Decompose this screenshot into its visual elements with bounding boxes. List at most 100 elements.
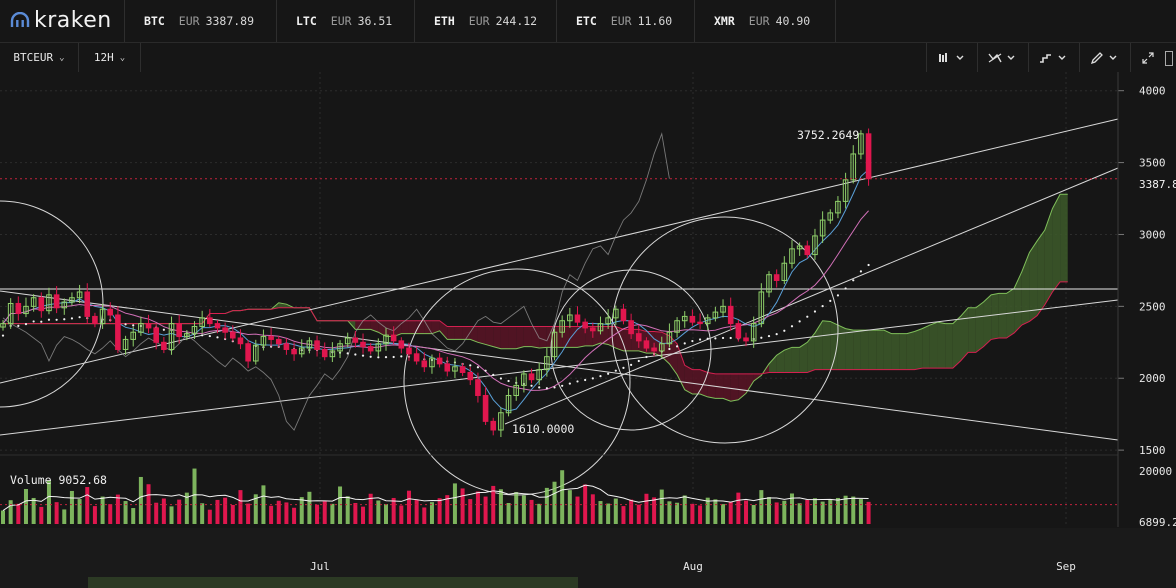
sar-dot (729, 336, 732, 340)
volume-bar (184, 492, 189, 524)
trend-line-base[interactable] (0, 299, 1119, 436)
volume-bar (843, 495, 848, 524)
candle-body (168, 323, 175, 350)
cloud-segment (401, 320, 409, 334)
sar-dot (538, 386, 541, 389)
pair-select[interactable]: BTCEUR ⌄ (0, 43, 79, 72)
sar-dot (124, 323, 127, 326)
volume-bar (422, 507, 427, 524)
kraken-logo[interactable]: kraken (10, 6, 112, 34)
ticker-price: 40.90 (775, 14, 811, 28)
sar-dot (836, 294, 840, 297)
candle-body (766, 274, 772, 293)
candle-body (84, 291, 91, 317)
ticker-currency: EUR (748, 14, 770, 28)
candle-body (597, 323, 604, 332)
cloud-segment (585, 326, 593, 346)
candle-body (383, 334, 389, 345)
ticker-etc[interactable]: ETC EUR 11.60 (556, 0, 693, 42)
drawing-layer (0, 118, 1119, 496)
chart-type-button[interactable] (1028, 43, 1079, 72)
sar-dot (32, 320, 35, 323)
trend-line-upper[interactable] (0, 118, 1119, 384)
candle-body (191, 325, 198, 335)
chevron-down-icon: ⌄ (59, 52, 65, 63)
circle-drawing[interactable] (550, 269, 712, 431)
price-tick-label: 3000 (1139, 228, 1166, 241)
range-navigator[interactable] (88, 577, 578, 588)
candle-body (444, 363, 451, 372)
volume-bar (606, 503, 611, 524)
cloud-segment (562, 326, 570, 348)
candle-body (0, 323, 6, 328)
volume-bar (429, 502, 434, 524)
ticker-currency: EUR (178, 14, 200, 28)
sar-dot (492, 373, 495, 376)
candle-body (268, 336, 274, 340)
fullscreen-button[interactable] (1130, 43, 1165, 72)
candle-body (505, 394, 512, 414)
cloud-segment (991, 293, 999, 340)
indicator-lines (1, 132, 870, 431)
candle-body (605, 317, 611, 325)
ticker-eth[interactable]: ETH EUR 244.12 (414, 0, 555, 42)
sar-dot (553, 386, 556, 389)
price-chart[interactable]: 1500 2000 2500 3000 3500 4000 3752.2649 1610.… (0, 72, 1176, 588)
sar-dot (78, 316, 81, 319)
volume-bar (721, 504, 726, 524)
candle-body (513, 384, 520, 396)
volume-bar (253, 494, 258, 524)
draw-button[interactable] (1079, 43, 1130, 72)
chart-toolbar: BTCEUR ⌄ 12H ⌄ (0, 43, 1176, 73)
volume-bar (468, 499, 473, 524)
volume-bar (192, 468, 197, 524)
candle-body (521, 373, 527, 386)
candle-body (704, 317, 711, 325)
panel-toggle-icon[interactable] (1165, 51, 1173, 66)
candle-body (712, 311, 719, 319)
volume-bar (146, 484, 151, 524)
volume-bar (552, 481, 557, 524)
ticker-xmr[interactable]: XMR EUR 40.90 (694, 0, 836, 42)
volume-bar (69, 490, 74, 524)
cloud-segment (539, 326, 547, 349)
candle-body (291, 348, 297, 355)
cloud-segment (975, 302, 984, 353)
ticker-price: 36.51 (357, 14, 393, 28)
indicators-button[interactable] (977, 43, 1028, 72)
ticker-symbol: BTC (144, 14, 165, 28)
candle-body (475, 379, 481, 396)
interval-select[interactable]: 12H ⌄ (79, 43, 141, 72)
candle-body (413, 353, 420, 362)
sar-dot (484, 369, 487, 372)
candle-body (161, 341, 167, 350)
candles-button[interactable] (926, 43, 977, 72)
candle-body (252, 344, 259, 362)
volume-bar (858, 499, 863, 524)
cloud-segment (769, 355, 777, 373)
ticker-currency: EUR (610, 14, 632, 28)
trend-line-down[interactable] (0, 290, 1119, 441)
volume-bar (675, 502, 680, 524)
volume-bar (851, 496, 856, 524)
sar-dot (561, 384, 564, 387)
ticker-ltc[interactable]: LTC EUR 36.51 (276, 0, 413, 42)
candle-body (850, 153, 857, 181)
candle-body (567, 314, 573, 322)
volume-bar (8, 500, 13, 524)
volume-bar (514, 492, 519, 524)
volume-label: Volume 9052.68 (10, 473, 107, 487)
circle-drawing[interactable] (611, 216, 839, 444)
trend-line-support[interactable] (504, 167, 1119, 425)
volume-bar (161, 498, 166, 524)
ticker-currency: EUR (468, 14, 490, 28)
volume-bar (307, 491, 312, 524)
volume-bar (100, 496, 105, 524)
ticker-currency: EUR (330, 14, 352, 28)
volume-bar (62, 509, 67, 524)
sar-dot (216, 336, 219, 339)
volume-bar (92, 506, 97, 524)
cloud-segment (860, 330, 869, 370)
ticker-btc[interactable]: BTC EUR 3387.89 (124, 0, 271, 42)
cloud-segment (784, 347, 792, 373)
